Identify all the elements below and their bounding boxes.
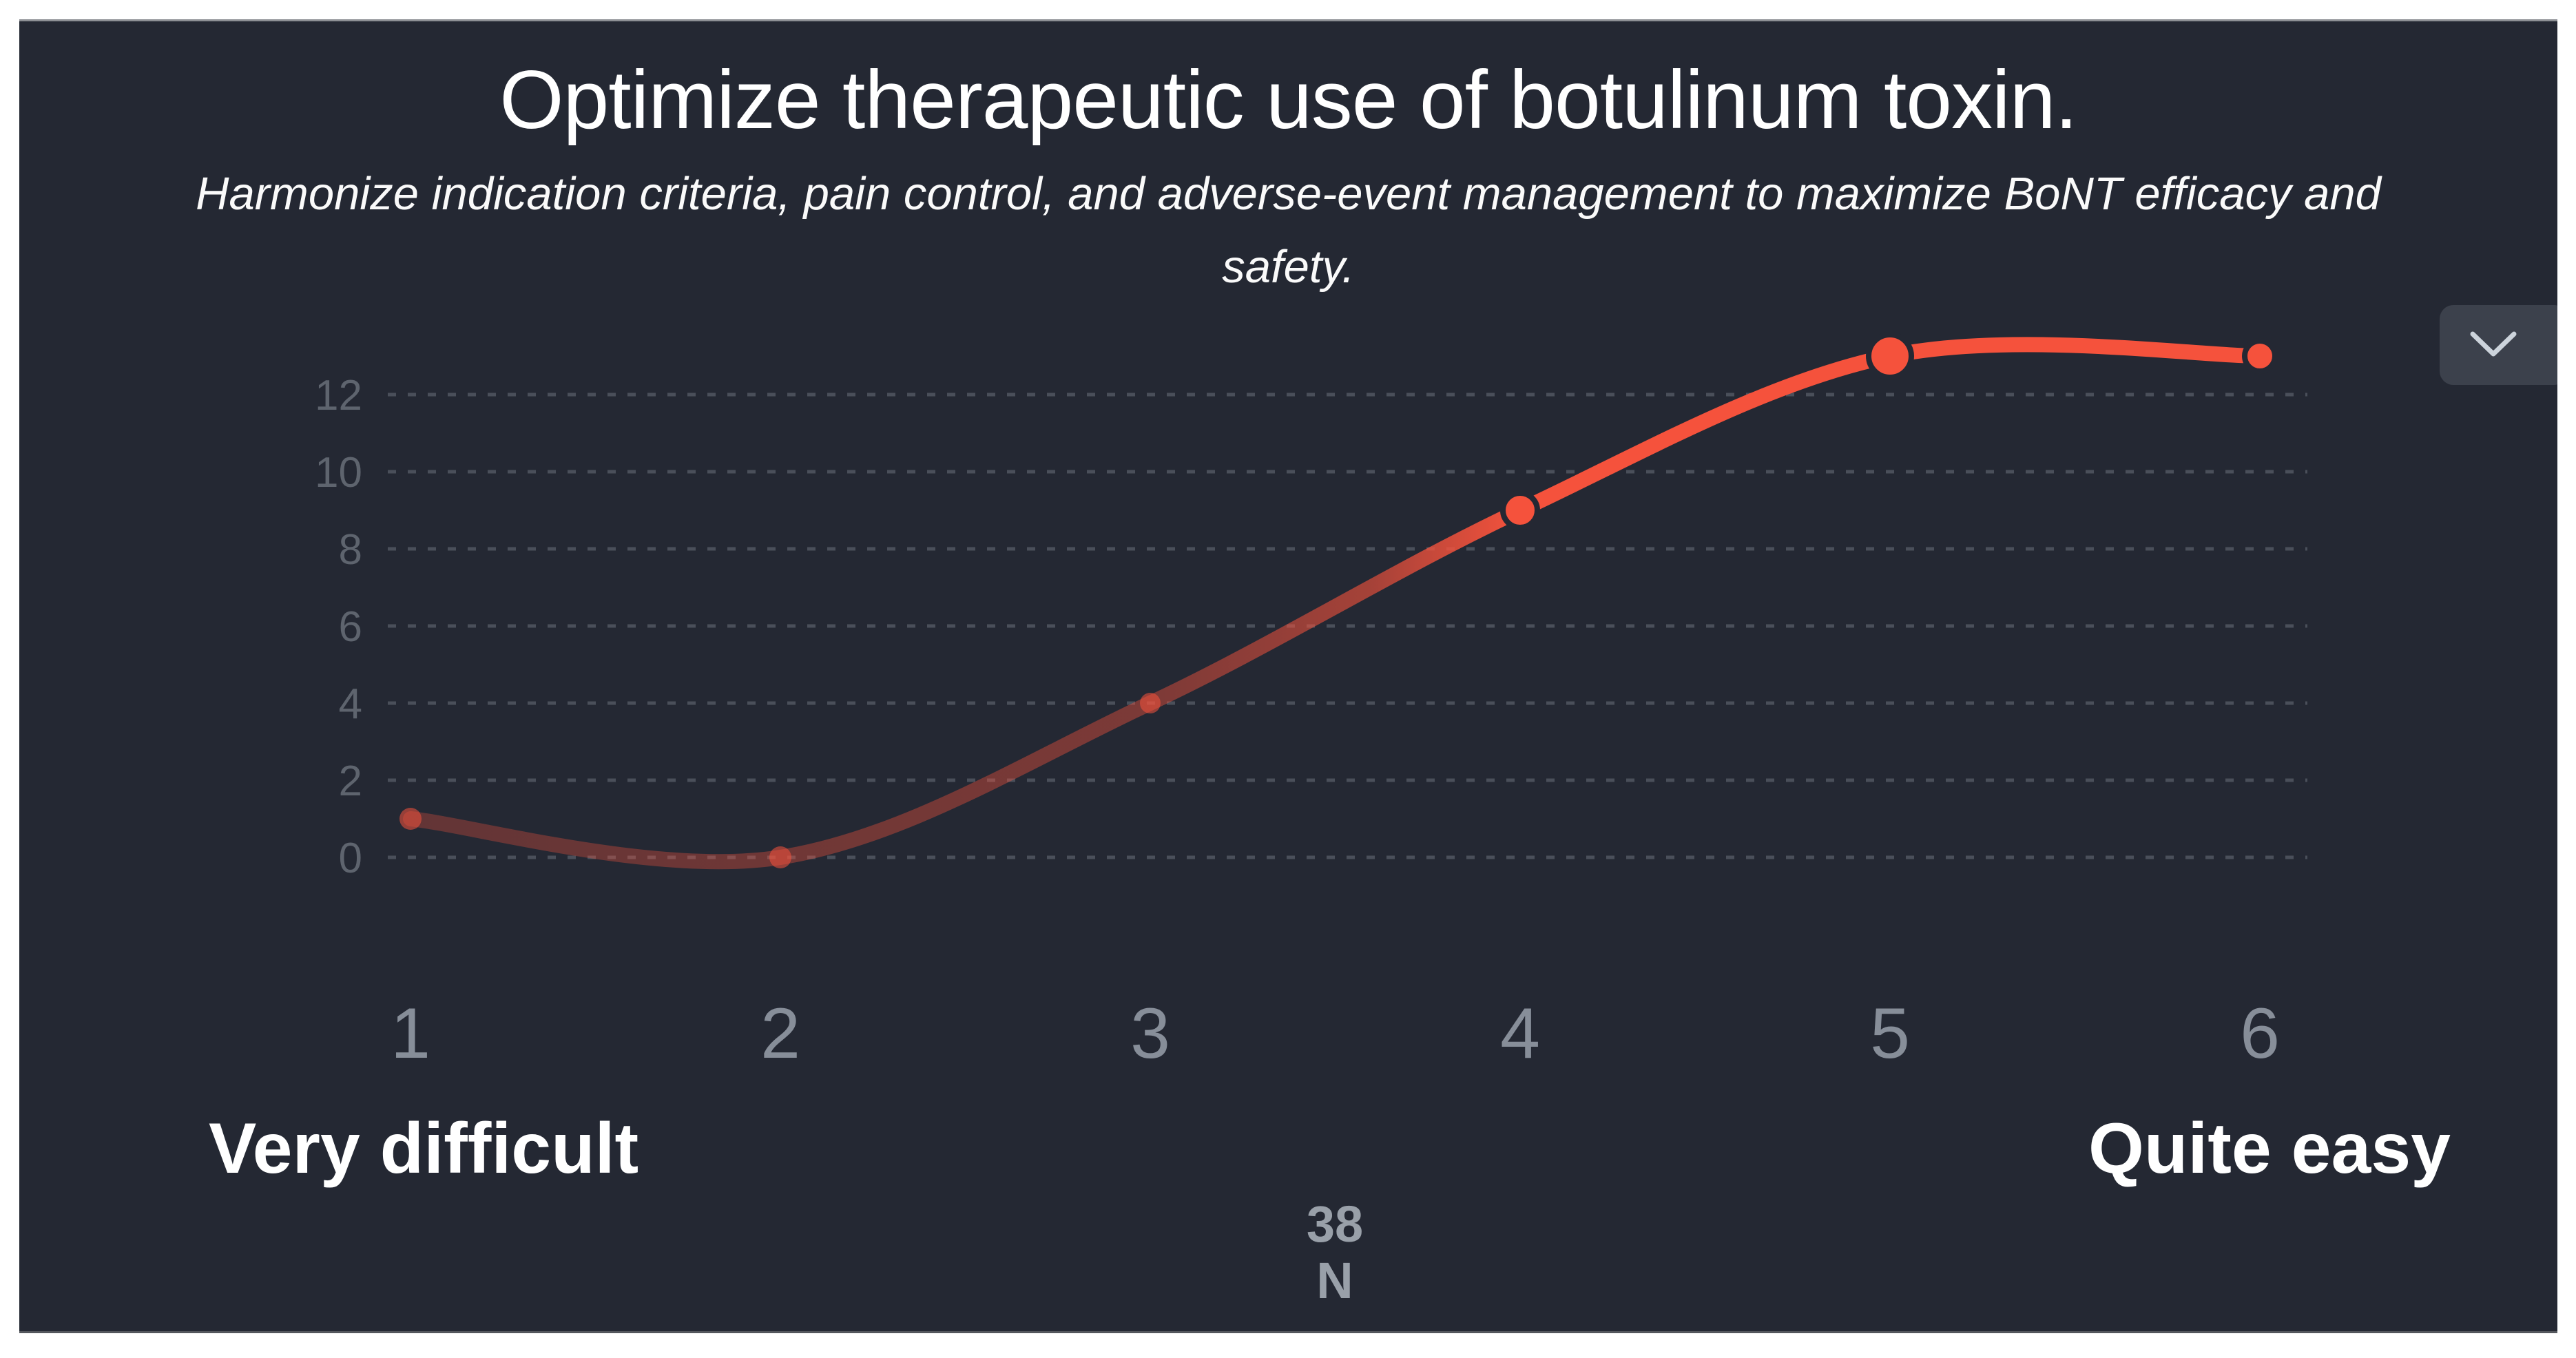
poll-results-panel: Optimize therapeutic use of botulinum to… bbox=[19, 19, 2557, 1333]
data-point bbox=[1500, 490, 1540, 530]
y-tick-label: 8 bbox=[339, 526, 362, 574]
x-tick-label: 3 bbox=[1130, 994, 1170, 1074]
y-tick-label: 4 bbox=[339, 680, 362, 728]
respondent-count: 38 N bbox=[1128, 1196, 1541, 1309]
chevron-down-icon bbox=[2470, 331, 2517, 357]
subtitle-line-2: safety. bbox=[1222, 241, 1355, 293]
y-tick-label: 12 bbox=[315, 372, 362, 419]
respondent-count-value: 38 bbox=[1306, 1195, 1364, 1253]
x-tick-label: 1 bbox=[391, 994, 430, 1074]
subtitle-line-1: Harmonize indication criteria, pain cont… bbox=[196, 168, 2381, 220]
data-point bbox=[1866, 332, 1914, 380]
data-point bbox=[1140, 693, 1161, 713]
data-point bbox=[399, 808, 422, 830]
series-line bbox=[403, 337, 2267, 870]
page-title: Optimize therapeutic use of botulinum to… bbox=[499, 54, 2078, 146]
x-tick-label: 6 bbox=[2240, 994, 2280, 1074]
collapse-chart-button[interactable] bbox=[2440, 305, 2557, 385]
y-tick-label: 6 bbox=[339, 603, 362, 651]
x-tick-label: 5 bbox=[1870, 994, 1910, 1074]
y-tick-label: 10 bbox=[315, 449, 362, 497]
page-subtitle: Harmonize indication criteria, pain cont… bbox=[19, 158, 2557, 304]
respondent-count-label: N bbox=[1316, 1252, 1353, 1309]
x-tick-label: 4 bbox=[1500, 994, 1540, 1074]
data-point bbox=[769, 846, 791, 868]
data-point bbox=[2242, 338, 2278, 374]
y-tick-label: 2 bbox=[339, 758, 362, 805]
x-axis-min-label: Very difficult bbox=[209, 1109, 639, 1189]
x-axis-max-label: Quite easy bbox=[2088, 1109, 2451, 1189]
x-tick-label: 2 bbox=[760, 994, 800, 1074]
y-tick-label: 0 bbox=[339, 835, 362, 882]
